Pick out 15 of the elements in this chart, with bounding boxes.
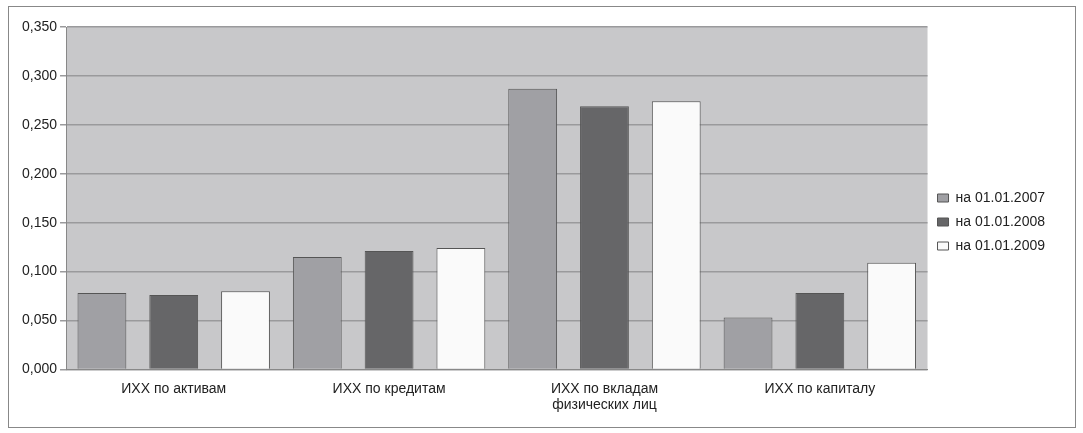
- x-tick-label: ИХХ по кредитам: [332, 379, 446, 396]
- legend-label: на 01.01.2007: [955, 188, 1046, 205]
- y-tick-label: 0,100: [21, 262, 58, 279]
- y-tick-label: 0,300: [21, 66, 58, 83]
- y-tick-label: 0,000: [21, 360, 58, 377]
- x-tick-label: ИХХ по активам: [121, 379, 227, 396]
- y-tick-label: 0,050: [21, 311, 58, 328]
- y-tick-label: 0,350: [21, 17, 58, 34]
- y-tick-label: 0,150: [21, 213, 58, 230]
- y-tick-label: 0,200: [21, 164, 58, 181]
- legend-label: на 01.01.2008: [955, 212, 1046, 229]
- y-tick-label: 0,250: [21, 115, 58, 132]
- x-tick-label: ИХХ по вкладам физических лиц: [550, 379, 659, 413]
- x-tick-label: ИХХ по капиталу: [764, 379, 876, 396]
- legend-label: на 01.01.2009: [955, 236, 1046, 253]
